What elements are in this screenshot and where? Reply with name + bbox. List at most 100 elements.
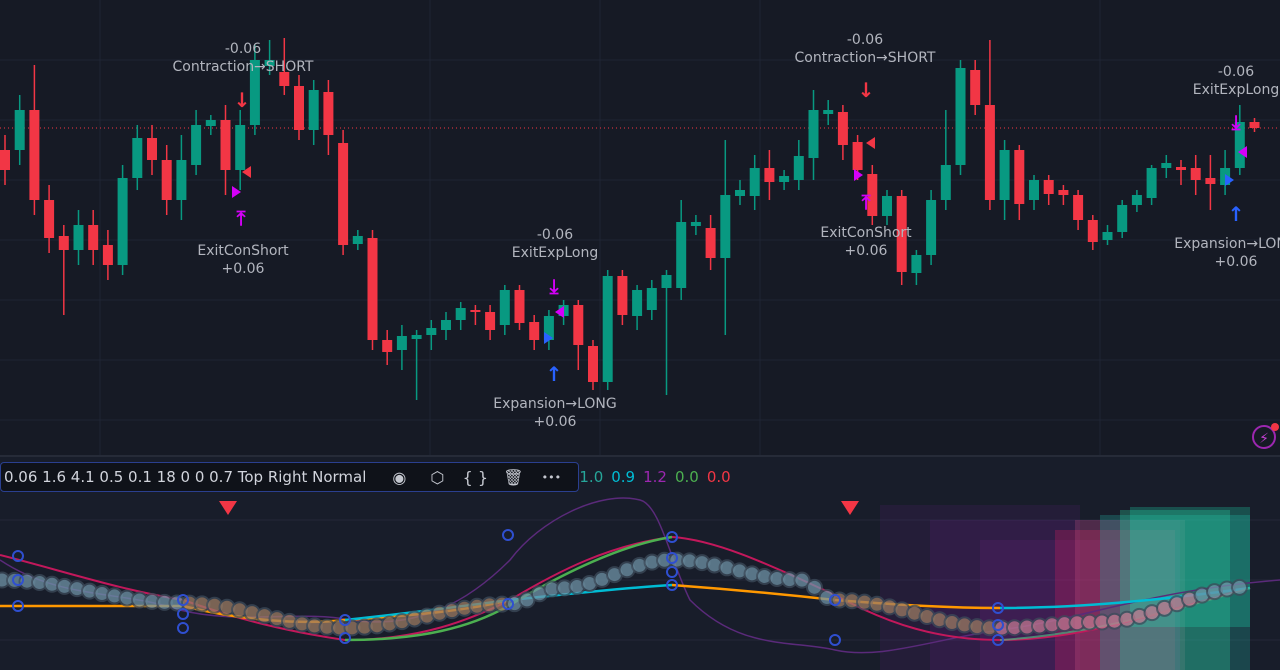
candle-body	[1146, 168, 1157, 198]
candle	[102, 230, 113, 280]
candle-body	[749, 168, 760, 196]
notification-dot	[1271, 423, 1279, 431]
candle	[338, 130, 349, 255]
candle-body	[73, 225, 84, 250]
pivot-node-icon	[177, 594, 189, 606]
candle	[823, 100, 834, 125]
indicator-params[interactable]: 0.06 1.6 4.1 0.5 0.1 18 0 0 0.7 Top Righ…	[4, 468, 367, 486]
candle-body	[1058, 190, 1069, 195]
exit-marker-icon: ⤒	[236, 206, 246, 230]
candle-body	[970, 70, 981, 105]
source-code-icon[interactable]: { }	[462, 467, 489, 487]
signal-triangle-icon	[1225, 174, 1234, 186]
candle	[455, 302, 466, 330]
candle-body	[323, 92, 334, 135]
candlestick-chart[interactable]	[0, 0, 1280, 455]
eye-icon[interactable]: ◉	[392, 467, 407, 487]
candle	[529, 315, 540, 350]
candle	[249, 45, 260, 135]
candle	[999, 140, 1010, 220]
candle	[1176, 160, 1186, 185]
candle	[940, 110, 951, 210]
lightning-icon[interactable]: ⚡	[1252, 425, 1276, 449]
band-dot	[793, 571, 811, 589]
candle-body	[529, 322, 540, 340]
price-chart-pane[interactable]: -0.06 Contraction→SHORT ↓ ⤒ ExitConShort +…	[0, 0, 1280, 455]
pivot-node-icon	[339, 632, 351, 644]
sell-triangle-icon	[219, 501, 237, 515]
candle-body	[617, 276, 628, 315]
candle	[235, 110, 246, 190]
pivot-node-icon	[12, 574, 24, 586]
candle	[1234, 105, 1245, 175]
candle-body	[1043, 180, 1054, 194]
pivot-node-icon	[666, 579, 678, 591]
candle	[308, 80, 319, 145]
zone-box	[930, 520, 1180, 670]
candle-body	[102, 245, 113, 265]
candle-body	[999, 150, 1010, 200]
signal-triangle-icon	[555, 306, 564, 318]
candle	[1131, 190, 1142, 212]
delete-icon[interactable]: 🗑	[503, 467, 524, 487]
candle-body	[147, 138, 157, 160]
candle-body	[690, 222, 701, 226]
candle	[926, 190, 937, 265]
candle	[205, 115, 216, 135]
candle	[485, 305, 496, 340]
candle-body	[1102, 232, 1113, 240]
candle-body	[1073, 195, 1084, 220]
signal-label: ExitConShort +0.06	[197, 243, 289, 277]
indicator-legend[interactable]: 0.06 1.6 4.1 0.5 0.1 18 0 0 0.7 Top Righ…	[0, 462, 731, 492]
exit-marker-icon: ⤓	[549, 274, 559, 298]
candle	[499, 285, 510, 335]
candle-body	[632, 290, 643, 316]
band-dot	[806, 578, 823, 596]
band-dot	[1231, 578, 1248, 596]
indicator-legend-box[interactable]: 0.06 1.6 4.1 0.5 0.1 18 0 0 0.7 Top Righ…	[0, 462, 580, 492]
signal-label: -0.06 ExitExpLong	[511, 227, 599, 261]
candle-body	[1131, 195, 1142, 205]
candle-body	[705, 228, 716, 258]
candle-body	[58, 236, 69, 250]
candle	[1087, 215, 1098, 250]
candle-body	[294, 86, 304, 130]
candle	[367, 230, 378, 350]
candle	[426, 320, 437, 350]
candle	[602, 270, 613, 390]
pivot-node-icon	[502, 529, 514, 541]
candle-body	[249, 60, 260, 125]
candle	[882, 190, 892, 225]
pivot-node-icon	[502, 598, 514, 610]
candle	[588, 340, 598, 390]
signal-label: Expansion→LONG+0.06	[1174, 236, 1280, 270]
candle	[749, 155, 760, 210]
candle	[1073, 190, 1084, 230]
candle	[411, 330, 422, 400]
candle-body	[1117, 205, 1128, 232]
candle-body	[1205, 178, 1216, 184]
pivot-node-icon	[666, 531, 678, 543]
more-icon[interactable]: •••	[541, 470, 562, 484]
candle	[1014, 145, 1025, 220]
pivot-node-icon	[829, 634, 841, 646]
candle	[117, 165, 128, 275]
candle	[294, 75, 304, 140]
candle	[382, 330, 393, 365]
candle-body	[485, 312, 496, 330]
pivot-node-icon	[992, 602, 1004, 614]
candle	[1220, 150, 1231, 195]
settings-icon[interactable]: ⬡	[430, 467, 445, 487]
pivot-node-icon	[992, 634, 1004, 646]
candle-body	[911, 255, 922, 273]
indicator-pane[interactable]: 0.06 1.6 4.1 0.5 0.1 18 0 0 0.7 Top Righ…	[0, 457, 1280, 670]
candle-body	[382, 340, 393, 352]
candle	[779, 170, 790, 190]
indicator-value: 0.0	[706, 468, 731, 486]
pane-divider[interactable]	[0, 455, 1280, 457]
candle-body	[1014, 150, 1025, 204]
candle	[191, 110, 202, 175]
candle	[1190, 155, 1201, 195]
candle-body	[543, 316, 554, 340]
indicator-value: 1.0	[579, 468, 604, 486]
